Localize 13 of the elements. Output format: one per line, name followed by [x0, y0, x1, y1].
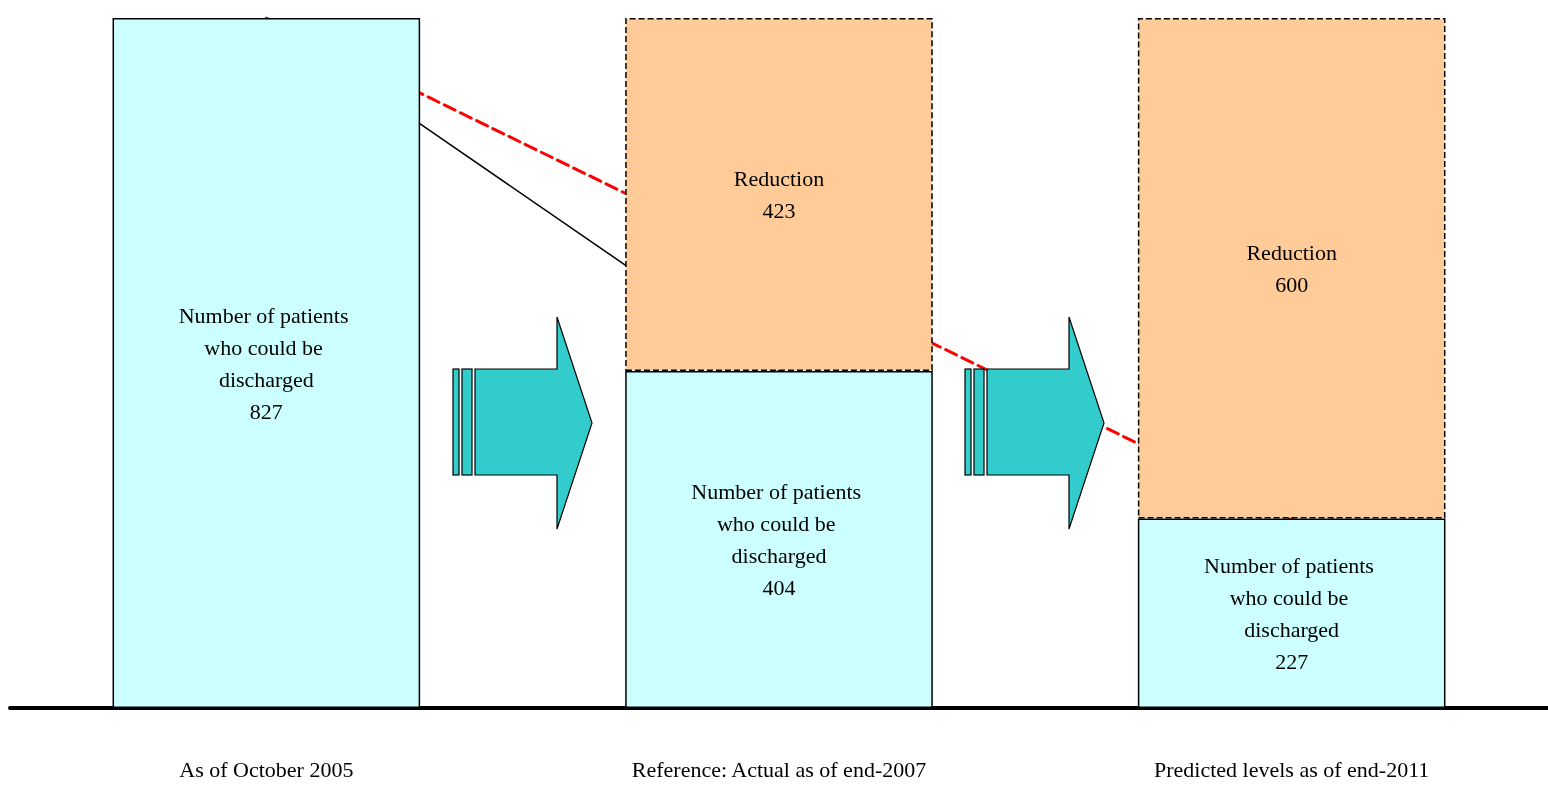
x-tick-label: As of October 2005 — [179, 756, 354, 782]
series-label: Number of patients who could be discharged — [1203, 552, 1380, 642]
text: Number of patients who could be discharged — [178, 302, 349, 392]
x-tick-label: Reference: Actual as of end-2007 — [631, 756, 927, 782]
series-label: Reduction — [733, 165, 825, 191]
data-label: 404 — [762, 574, 796, 600]
data-label: 423 — [762, 197, 796, 223]
data-label: 827 — [249, 398, 283, 424]
x-tick-label: Predicted levels as of end-2011 — [1154, 756, 1430, 782]
data-label: 227 — [1275, 648, 1309, 674]
data-label: 600 — [1275, 271, 1309, 297]
text: Reduction — [1246, 239, 1337, 265]
text: Number of patients who could be discharged — [691, 478, 862, 568]
